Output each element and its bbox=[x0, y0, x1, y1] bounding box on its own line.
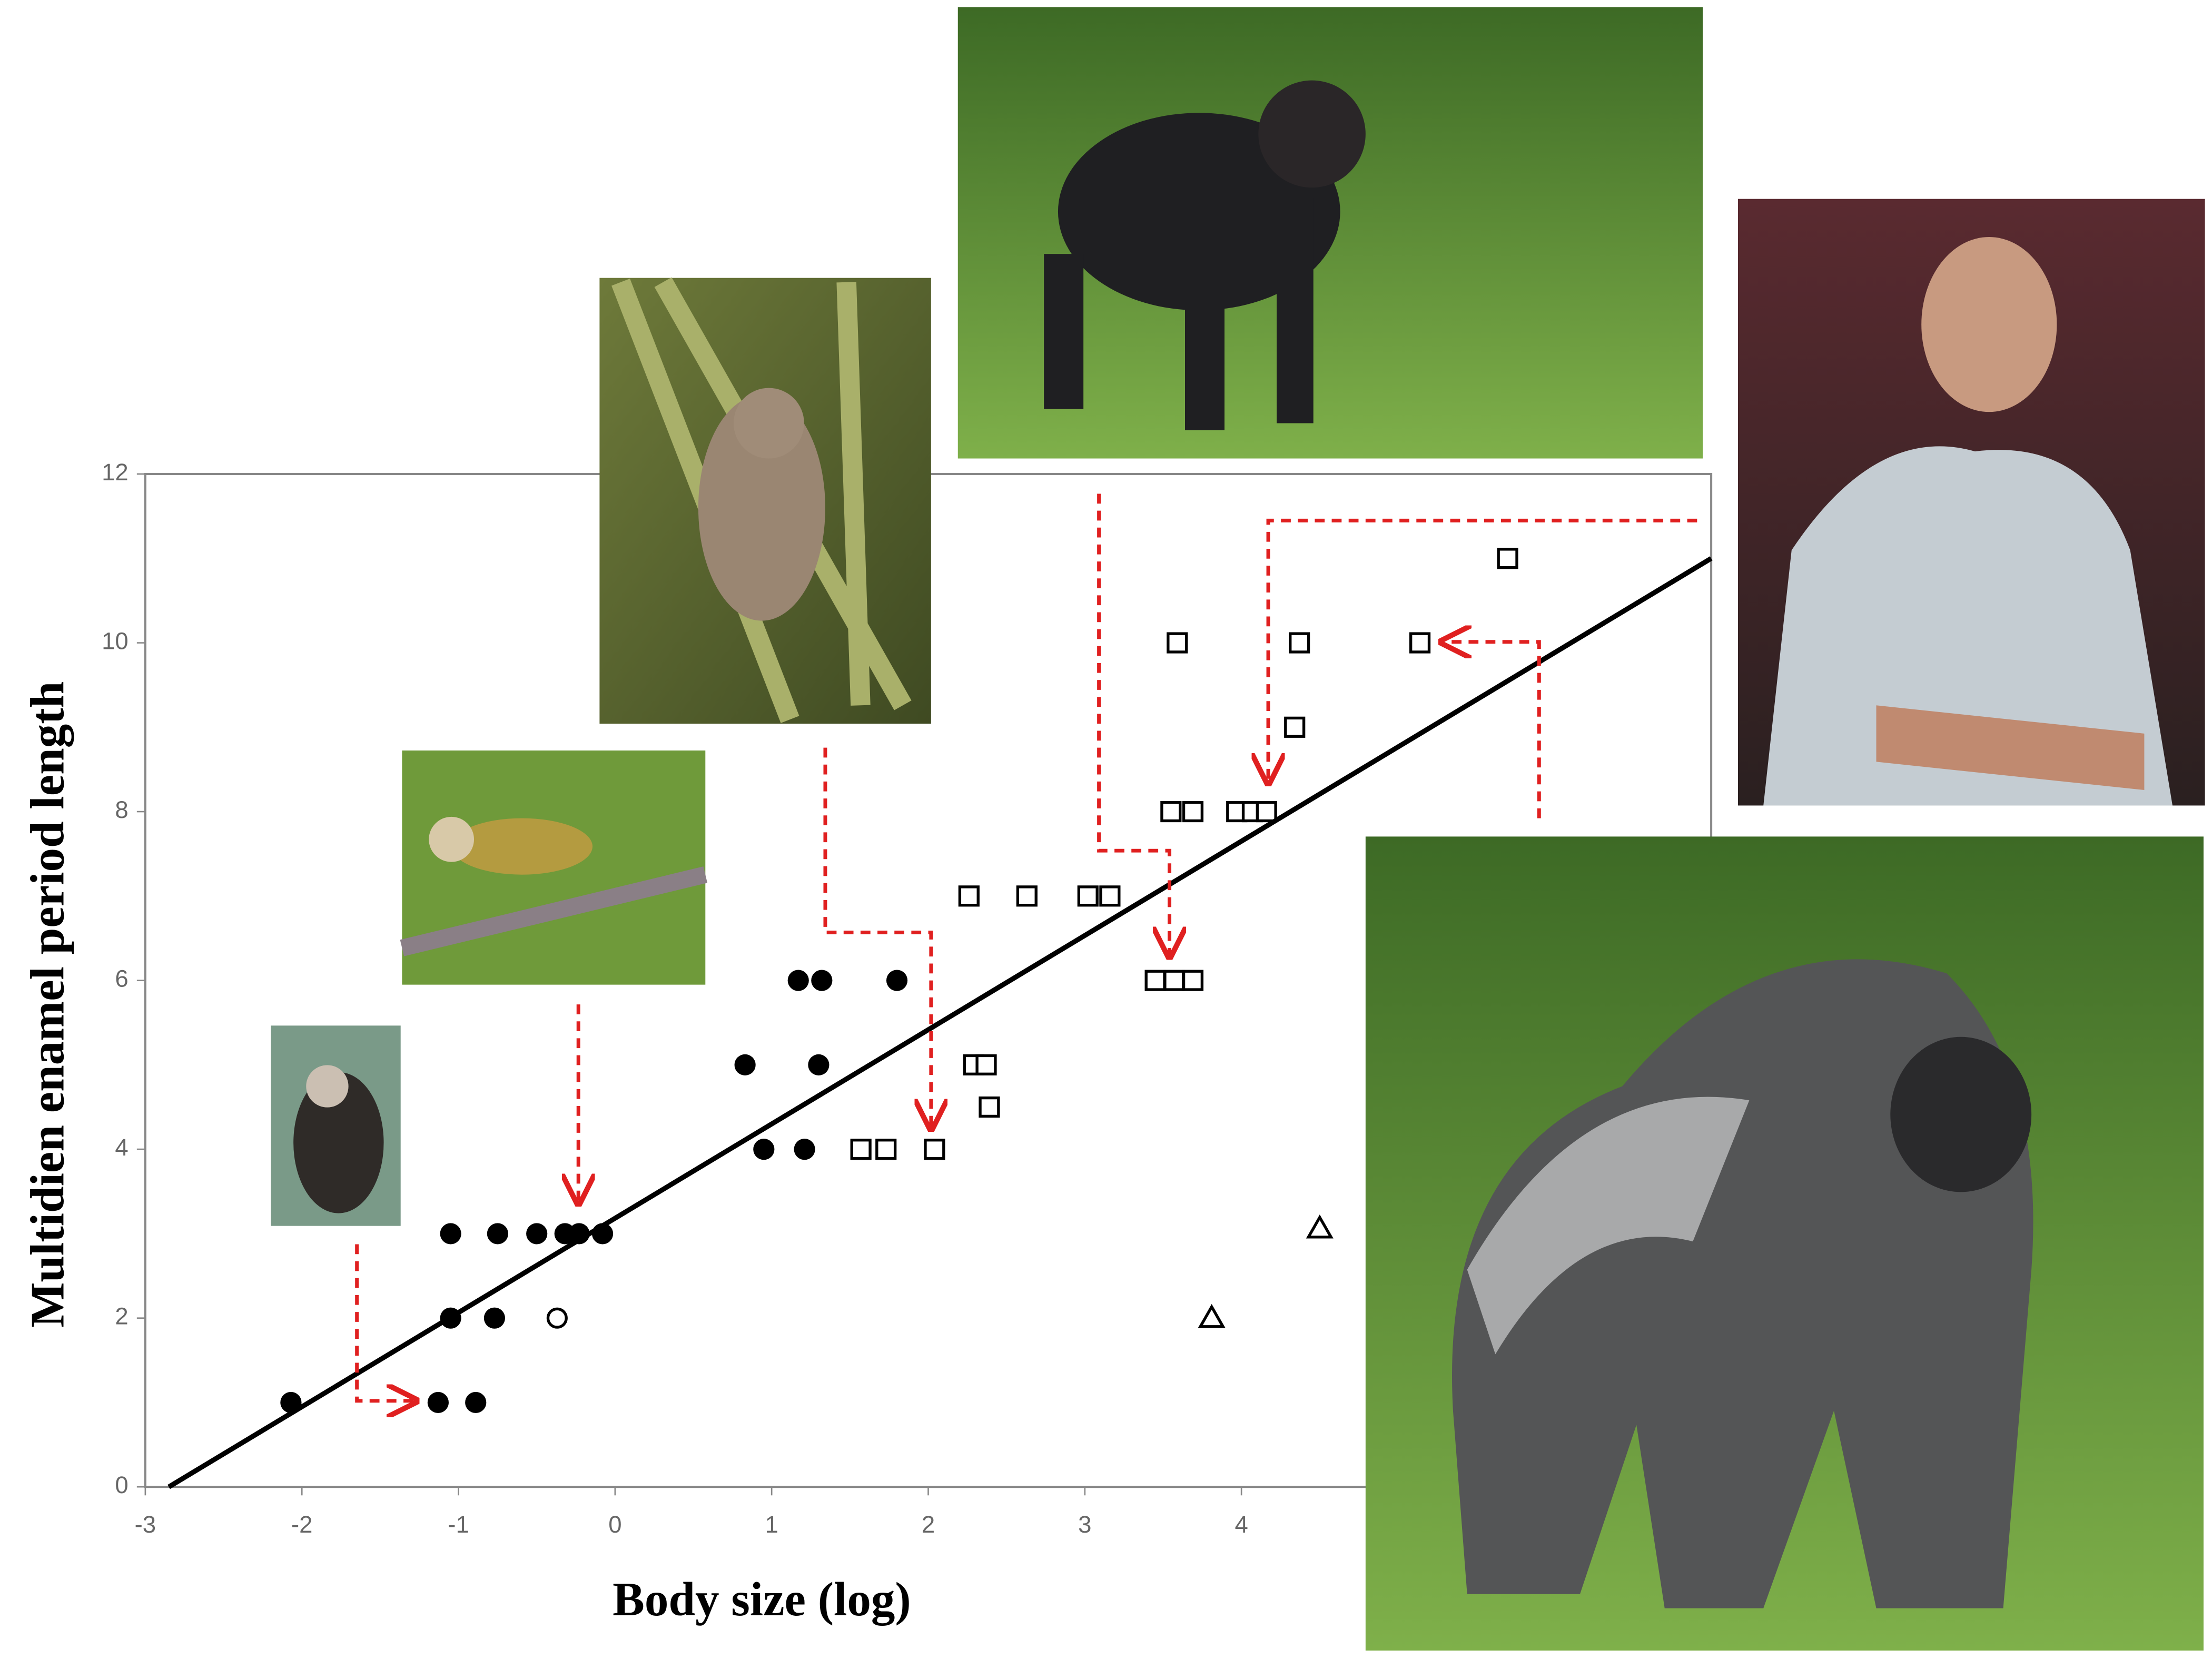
point bbox=[924, 1139, 945, 1160]
point bbox=[526, 1223, 548, 1245]
photo-researcher bbox=[1738, 199, 2205, 806]
x-tick-label: -2 bbox=[291, 1511, 312, 1538]
point bbox=[1099, 885, 1121, 907]
x-tick-label: 0 bbox=[608, 1511, 621, 1538]
point bbox=[958, 885, 980, 907]
point bbox=[1163, 970, 1185, 991]
y-tick-label: 10 bbox=[102, 628, 129, 655]
point bbox=[811, 970, 833, 991]
x-axis-label: Body size (log) bbox=[613, 1573, 911, 1626]
point bbox=[975, 1054, 997, 1075]
point bbox=[734, 1054, 756, 1075]
point bbox=[487, 1223, 508, 1245]
y-tick-label: 2 bbox=[115, 1303, 128, 1330]
photo-chimpanzee bbox=[957, 7, 1703, 459]
arrows bbox=[355, 493, 1697, 1401]
point bbox=[1497, 548, 1518, 569]
point bbox=[875, 1139, 897, 1160]
point bbox=[886, 970, 908, 991]
point bbox=[1409, 632, 1431, 654]
arrow bbox=[823, 747, 931, 1129]
point bbox=[1198, 1303, 1226, 1328]
point bbox=[794, 1139, 815, 1160]
photo-marmoset bbox=[271, 1025, 401, 1226]
point bbox=[1167, 632, 1188, 654]
x-tick-label: 4 bbox=[1235, 1511, 1248, 1538]
arrow bbox=[1097, 493, 1170, 957]
arrow bbox=[355, 1244, 417, 1401]
point bbox=[1016, 885, 1038, 907]
x-tick-label: 2 bbox=[922, 1511, 935, 1538]
point bbox=[850, 1139, 872, 1160]
y-tick-label: 6 bbox=[115, 965, 128, 992]
arrow bbox=[1268, 518, 1697, 783]
y-tick-label: 0 bbox=[115, 1472, 128, 1498]
point bbox=[440, 1223, 461, 1245]
fit-line bbox=[167, 556, 1713, 1489]
point bbox=[979, 1096, 1000, 1118]
point bbox=[1256, 801, 1277, 823]
photo-gorilla bbox=[1365, 836, 2204, 1651]
point bbox=[546, 1307, 568, 1329]
point bbox=[1306, 1214, 1334, 1239]
point bbox=[465, 1391, 487, 1414]
point bbox=[1160, 801, 1182, 823]
point bbox=[1144, 970, 1166, 991]
x-tick-label: -3 bbox=[135, 1511, 156, 1538]
y-axis-label: Multidien enamel period length bbox=[21, 682, 74, 1328]
y-tick-label: 12 bbox=[102, 459, 129, 486]
x-tick-label: 3 bbox=[1078, 1511, 1091, 1538]
point bbox=[1289, 632, 1310, 654]
point bbox=[427, 1391, 449, 1414]
point bbox=[1284, 716, 1306, 738]
y-tick-label: 8 bbox=[115, 796, 128, 823]
y-tick-label: 4 bbox=[115, 1134, 128, 1161]
photo-macaque bbox=[599, 277, 931, 724]
point bbox=[787, 970, 809, 991]
arrow bbox=[1442, 642, 1541, 818]
photos bbox=[271, 7, 2205, 1651]
point bbox=[1077, 885, 1099, 907]
x-tick-label: -1 bbox=[448, 1511, 469, 1538]
point bbox=[483, 1307, 506, 1329]
photo-squirrel-monkey bbox=[400, 750, 708, 985]
point bbox=[1182, 970, 1204, 991]
point bbox=[753, 1139, 775, 1160]
point bbox=[1182, 801, 1204, 823]
point bbox=[808, 1054, 829, 1075]
x-tick-label: 1 bbox=[765, 1511, 778, 1538]
